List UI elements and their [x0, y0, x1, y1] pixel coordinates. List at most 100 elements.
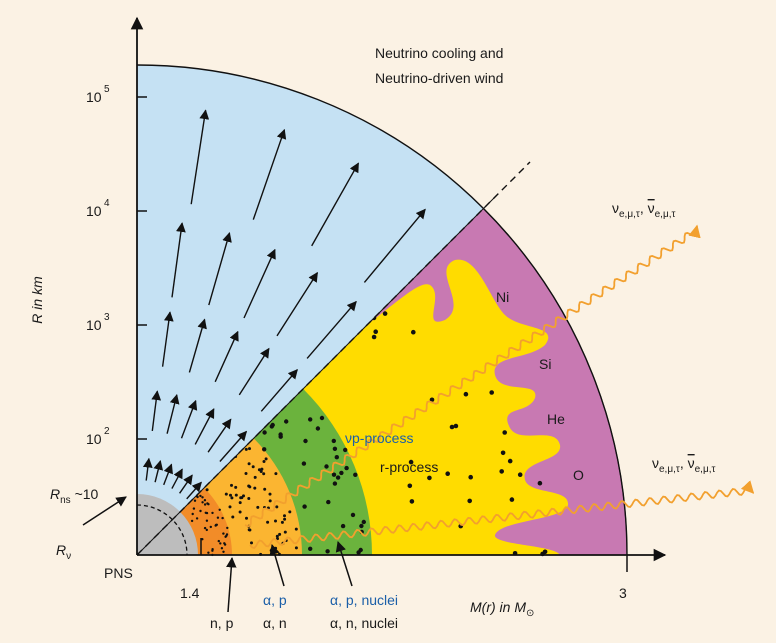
particle-dot	[302, 504, 307, 509]
particle-dot	[427, 475, 432, 481]
particle-dot	[407, 483, 413, 489]
particle-dot	[209, 525, 212, 529]
particle-dot	[542, 549, 548, 555]
particle-dot	[278, 532, 282, 536]
svg-text:νe,μ,τ, νe,μ,τ: νe,μ,τ, νe,μ,τ	[652, 455, 716, 475]
particle-dot	[217, 539, 220, 543]
svg-text:2: 2	[104, 426, 110, 437]
particle-dot	[269, 424, 274, 429]
particle-dot	[339, 470, 344, 476]
pointer-arrow-apn	[335, 540, 353, 587]
particle-dot	[343, 447, 348, 453]
particle-dot	[340, 523, 346, 529]
element-label-he: He	[547, 411, 565, 427]
x-tick-label-1-4: 1.4	[180, 585, 200, 601]
particle-dot	[283, 514, 286, 518]
particle-dot	[230, 483, 233, 487]
top-note-line1: Neutrino cooling and	[375, 45, 503, 61]
particle-dot	[319, 415, 325, 421]
outer-boundary	[136, 64, 628, 556]
particle-dot	[350, 512, 356, 518]
wind-arrow	[186, 481, 202, 500]
particle-dot	[268, 499, 272, 503]
particle-dot	[449, 424, 455, 430]
particle-dot	[207, 503, 210, 506]
particle-dot	[203, 526, 207, 530]
particle-dot	[193, 499, 197, 502]
neutrino-label-upper: νe,μ,τ, νe,μ,τ	[612, 200, 676, 220]
particle-dot	[262, 430, 267, 435]
svg-text:10: 10	[86, 89, 102, 105]
particle-dot	[245, 516, 248, 520]
wind-arrow	[180, 399, 198, 439]
wind-arrow	[166, 393, 180, 434]
particle-dot	[507, 458, 513, 464]
particle-dot	[248, 447, 251, 451]
particle-dot	[190, 519, 194, 523]
particle-dot	[268, 492, 272, 496]
particle-dot	[361, 519, 366, 525]
ap-label: α, p	[263, 592, 287, 608]
wind-arrow	[363, 208, 426, 283]
particle-dot	[199, 494, 202, 498]
particle-dot	[278, 434, 283, 439]
particle-dot	[259, 470, 263, 473]
y-tick-label-1e4: 10 4	[86, 198, 110, 219]
particle-dot	[382, 311, 388, 316]
particle-dot	[325, 549, 330, 554]
rnu-dashed-boundary	[136, 504, 188, 556]
x-axis-label: M(r) in M⊙	[470, 599, 534, 619]
particle-dot	[214, 523, 218, 527]
vp-process-label: νp-process	[345, 430, 413, 446]
particle-dot	[288, 510, 292, 514]
particle-dot	[238, 510, 242, 514]
particle-dot	[264, 457, 268, 461]
svg-text:3: 3	[104, 312, 110, 323]
particle-dot	[216, 516, 220, 519]
particle-dot	[308, 417, 313, 422]
particle-dot	[262, 447, 267, 452]
particle-dot	[230, 496, 234, 500]
particle-dot	[283, 530, 287, 534]
particle-dot	[275, 505, 279, 509]
wind-arrow	[179, 474, 193, 494]
particle-dot	[221, 516, 224, 520]
particle-dot	[358, 547, 363, 553]
particle-dot	[253, 486, 257, 490]
particle-dot	[411, 329, 416, 335]
particle-dot	[334, 455, 339, 460]
particle-dot	[371, 334, 377, 340]
wind-arrow	[151, 390, 162, 431]
wind-arrow	[306, 300, 357, 359]
rns-label: Rns ~10	[50, 486, 99, 506]
pointer-arrow-ap	[269, 543, 285, 587]
particle-dot	[467, 498, 473, 504]
particle-dot	[211, 549, 214, 552]
particle-dot	[262, 472, 266, 476]
pointer-arrow-rnu	[82, 496, 127, 526]
particle-dot	[517, 472, 523, 478]
diagonal-divider-solid	[136, 194, 498, 556]
wind-arrow	[188, 318, 207, 373]
wind-arrow	[238, 347, 270, 396]
particle-dot	[222, 532, 225, 535]
particle-dot	[211, 511, 214, 515]
particle-dot	[220, 547, 224, 550]
particle-dot	[274, 546, 278, 550]
particle-dot	[239, 496, 243, 500]
particle-dot	[250, 541, 253, 545]
particle-dot	[332, 446, 338, 451]
y-axis-label: R in km	[29, 276, 45, 324]
pointer-arrow-np	[226, 556, 237, 613]
particle-dot	[324, 464, 329, 469]
particle-dot	[199, 509, 202, 513]
particle-dot	[201, 496, 204, 499]
wind-arrow	[276, 271, 318, 337]
wind-arrow	[219, 430, 248, 462]
particle-dot	[205, 488, 209, 492]
particle-dot	[196, 495, 199, 499]
particle-dot	[224, 492, 228, 496]
x-tick-label-3: 3	[619, 585, 627, 601]
particle-dot	[344, 465, 349, 471]
